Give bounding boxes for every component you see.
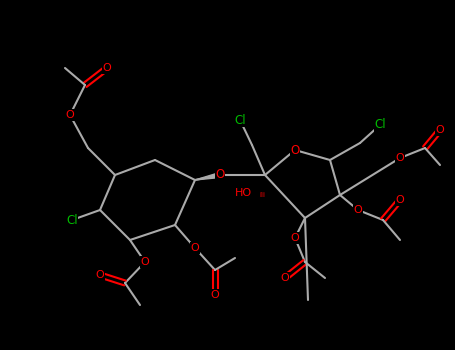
Text: O: O: [396, 195, 404, 205]
Text: O: O: [290, 144, 300, 156]
Text: O: O: [191, 243, 199, 253]
Polygon shape: [195, 173, 221, 180]
Text: iii: iii: [259, 192, 265, 198]
Text: HO: HO: [235, 188, 252, 198]
Text: O: O: [211, 290, 219, 300]
Text: Cl: Cl: [374, 119, 386, 132]
Text: O: O: [141, 257, 149, 267]
Text: Cl: Cl: [66, 214, 78, 226]
Text: O: O: [215, 168, 225, 182]
Text: O: O: [435, 125, 445, 135]
Text: O: O: [291, 233, 299, 243]
Text: O: O: [103, 63, 111, 73]
Text: O: O: [66, 110, 74, 120]
Text: O: O: [96, 270, 104, 280]
Text: O: O: [281, 273, 289, 283]
Text: O: O: [354, 205, 362, 215]
Text: Cl: Cl: [234, 113, 246, 126]
Text: O: O: [396, 153, 404, 163]
